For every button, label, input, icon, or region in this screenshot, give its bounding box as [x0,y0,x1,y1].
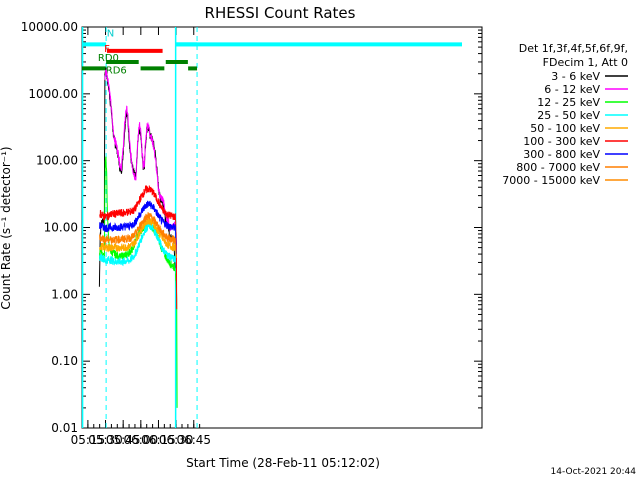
x-tick-label: 06:45 [176,433,211,447]
y-tick-label: 1.00 [51,287,78,301]
legend-label: 25 - 50 keV [537,109,600,122]
legend-label: 6 - 12 keV [544,83,600,96]
chart-title: RHESSI Count Rates [205,4,356,22]
x-tick-label: 05:15 [71,433,106,447]
x-tick-label: 06:00 [124,433,159,447]
timestamp-footer: 14-Oct-2021 20:44 [551,467,637,477]
y-tick-label: 0.01 [51,421,78,435]
legend-label: 12 - 25 keV [537,96,600,109]
flag-label-rd0: RD0 [98,53,119,64]
x-tick-label: 05:45 [106,433,141,447]
y-ticks: 10000.00 1000.00 100.00 10.00 1.00 0.10 0.01 [21,20,482,435]
y-tick-label: 1000.00 [28,87,78,101]
legend-label: 3 - 6 keV [551,70,600,83]
y-tick-label: 10000.00 [21,20,78,34]
y-tick-label: 10.00 [44,221,78,235]
legend-header-line1: Det 1f,3f,4f,5f,6f,9f, [519,42,628,55]
series-lines [98,67,178,408]
y-tick-label: 100.00 [36,154,78,168]
series-line [99,200,177,255]
x-tick-label: 05:30 [88,433,123,447]
series-line [99,184,178,310]
flag-label-rd6: RD6 [106,66,127,77]
legend-label: 50 - 100 keV [530,122,600,135]
flag-label-n: N [107,29,114,40]
y-axis-label: Count Rate (s⁻¹ detector⁻¹) [0,146,13,309]
legend-label: 7000 - 15000 keV [502,174,600,187]
series-line [104,69,176,232]
legend-label: 800 - 7000 keV [516,161,600,174]
legend-label: 100 - 300 keV [523,135,600,148]
x-axis-label: Start Time (28-Feb-11 05:12:02) [186,456,380,470]
legend-label: 300 - 800 keV [523,148,600,161]
x-tick-label: 06:30 [159,433,194,447]
series-line [99,212,177,259]
series-line [99,216,177,255]
series-line [99,221,177,275]
x-tick-label: 06:15 [141,433,176,447]
legend-header-line2: FDecim 1, Att 0 [543,56,628,69]
flag-label-f: F [104,44,110,55]
y-tick-label: 0.10 [51,354,78,368]
